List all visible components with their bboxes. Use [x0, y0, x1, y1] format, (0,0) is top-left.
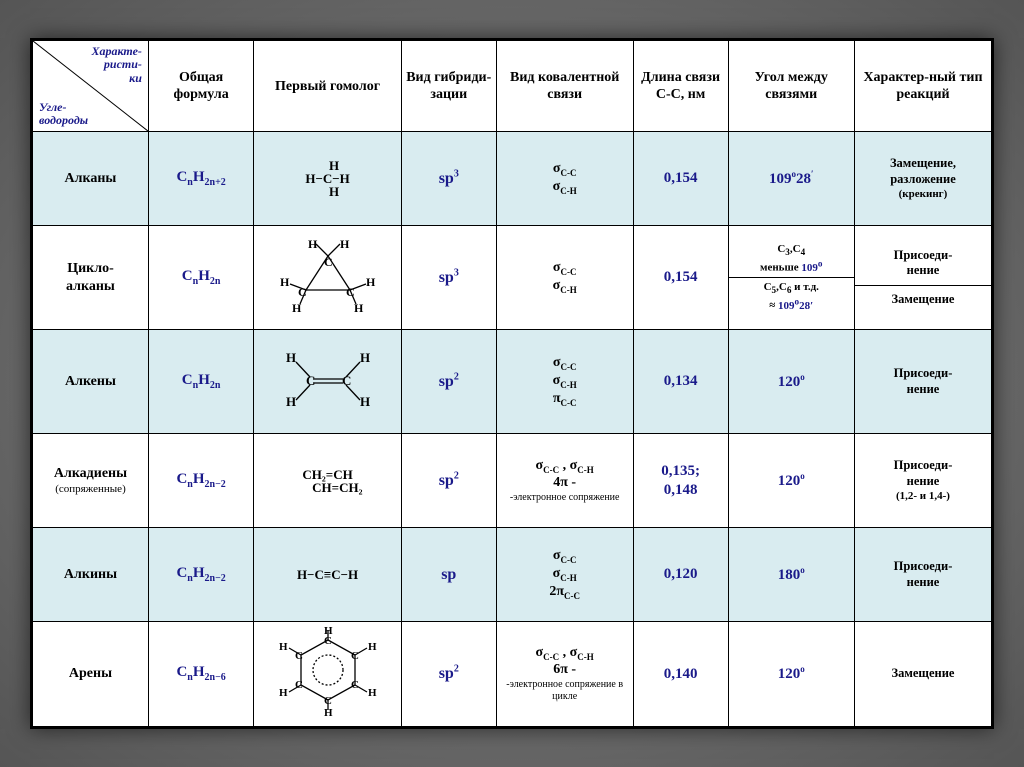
- svg-text:C: C: [295, 679, 303, 691]
- reaction-cell: Присоеди-нение: [854, 528, 991, 622]
- svg-text:H: H: [280, 275, 290, 289]
- hybridization-cell: sp3: [401, 132, 496, 226]
- bond-cell: σC-C , σC-H4π --электронное сопряжение: [496, 434, 633, 528]
- svg-text:C: C: [295, 650, 303, 662]
- svg-text:C: C: [306, 373, 315, 388]
- hybridization-cell: sp2: [401, 330, 496, 434]
- formula-cell: CnH2n+2: [148, 132, 253, 226]
- length-cell: 0,135;0,148: [633, 434, 728, 528]
- header-col-reaction: Характер-ный тип реакций: [854, 41, 991, 132]
- svg-text:H: H: [286, 350, 296, 365]
- svg-text:H: H: [368, 641, 377, 653]
- table-row: Алканы CnH2n+2 H H−C−H H sp3 σC-CσC-H 0,…: [33, 132, 992, 226]
- row-name-cell: Алкены: [33, 330, 149, 434]
- svg-text:H: H: [366, 275, 376, 289]
- svg-text:H: H: [368, 687, 377, 699]
- hybridization-cell: sp2: [401, 434, 496, 528]
- homolog-cell: CH₂=CH CH=CH₂: [254, 434, 402, 528]
- reaction-cell: Присоеди-нение: [854, 330, 991, 434]
- angle-cell: 180о: [728, 528, 854, 622]
- svg-text:C: C: [298, 285, 307, 299]
- hybridization-cell: sp3: [401, 226, 496, 330]
- reaction-cell: Замещение: [854, 622, 991, 727]
- cyclopropane-icon: CCC HH HH HH: [268, 238, 388, 313]
- bond-cell: σC-CσC-HπC-C: [496, 330, 633, 434]
- hydrocarbon-table-container: Характе-ристи-ки Угле-водороды Общая фор…: [30, 38, 994, 729]
- header-row: Характе-ристи-ки Угле-водороды Общая фор…: [33, 41, 992, 132]
- length-cell: 0,154: [633, 132, 728, 226]
- svg-text:C: C: [324, 695, 332, 707]
- svg-text:C: C: [342, 373, 351, 388]
- benzene-icon: CCC CCC HHH HHH: [263, 626, 393, 716]
- svg-text:H: H: [279, 641, 288, 653]
- angle-cell: C3,C4меньше 109о C5,C6 и т.д.≈ 109о28′: [728, 226, 854, 330]
- svg-text:H: H: [340, 238, 350, 251]
- reaction-cell: Замещение,разложение(крекинг): [854, 132, 991, 226]
- header-col-bond: Вид ковалентной связи: [496, 41, 633, 132]
- svg-text:H: H: [360, 350, 370, 365]
- formula-cell: CnH2n: [148, 330, 253, 434]
- bond-cell: σC-CσC-H2πC-C: [496, 528, 633, 622]
- svg-text:H: H: [292, 301, 302, 313]
- svg-text:C: C: [351, 679, 359, 691]
- length-cell: 0,140: [633, 622, 728, 727]
- table-row: Алкины CnH2n−2 H−C≡C−H sp σC-CσC-H2πC-C …: [33, 528, 992, 622]
- svg-text:H: H: [279, 687, 288, 699]
- svg-text:H: H: [324, 707, 333, 716]
- homolog-cell: H H−C−H H: [254, 132, 402, 226]
- header-diag-bot: Угле-водороды: [39, 101, 88, 127]
- header-col-length: Длина связи С-С, нм: [633, 41, 728, 132]
- bond-cell: σC-CσC-H: [496, 226, 633, 330]
- formula-cell: CnH2n: [148, 226, 253, 330]
- hybridization-cell: sp2: [401, 622, 496, 727]
- svg-text:C: C: [346, 285, 355, 299]
- row-name-cell: Арены: [33, 622, 149, 727]
- header-col-hybridization: Вид гибриди-зации: [401, 41, 496, 132]
- homolog-cell: H−C≡C−H: [254, 528, 402, 622]
- svg-text:C: C: [351, 650, 359, 662]
- formula-cell: CnH2n−2: [148, 434, 253, 528]
- svg-text:H: H: [286, 394, 296, 409]
- table-row: Цикло-алканы CnH2n CCC HH HH HH sp3 σC-C…: [33, 226, 992, 330]
- header-diag-top: Характе-ристи-ки: [91, 45, 141, 85]
- svg-text:H: H: [354, 301, 364, 313]
- length-cell: 0,134: [633, 330, 728, 434]
- table-row: Арены CnH2n−6 CCC CCC HHH HHH sp2 σC-C ,…: [33, 622, 992, 727]
- homolog-cell: C C H H H H: [254, 330, 402, 434]
- row-name-cell: Цикло-алканы: [33, 226, 149, 330]
- header-col-angle: Угол между связями: [728, 41, 854, 132]
- row-name-cell: Алканы: [33, 132, 149, 226]
- header-col-formula: Общая формула: [148, 41, 253, 132]
- bond-cell: σC-CσC-H: [496, 132, 633, 226]
- hybridization-cell: sp: [401, 528, 496, 622]
- header-col-homolog: Первый гомолог: [254, 41, 402, 132]
- svg-text:H: H: [308, 238, 318, 251]
- angle-cell: 109о28′: [728, 132, 854, 226]
- length-cell: 0,120: [633, 528, 728, 622]
- reaction-cell: Присоеди-нение(1,2- и 1,4-): [854, 434, 991, 528]
- row-name-cell: Алкины: [33, 528, 149, 622]
- ethene-icon: C C H H H H: [268, 344, 388, 414]
- angle-cell: 120о: [728, 330, 854, 434]
- table-row: Алкены CnH2n C C H H H H sp2 σC-CσC-HπC-C 0…: [33, 330, 992, 434]
- homolog-cell: CCC CCC HHH HHH: [254, 622, 402, 727]
- reaction-cell: Присоеди-нение Замещение: [854, 226, 991, 330]
- angle-cell: 120о: [728, 434, 854, 528]
- row-name-cell: Алкадиены(сопряженные): [33, 434, 149, 528]
- formula-cell: CnH2n−6: [148, 622, 253, 727]
- svg-text:H: H: [324, 626, 333, 637]
- angle-cell: 120о: [728, 622, 854, 727]
- svg-text:H: H: [360, 394, 370, 409]
- svg-text:C: C: [324, 255, 333, 269]
- header-diagonal-cell: Характе-ристи-ки Угле-водороды: [33, 41, 149, 132]
- hydrocarbon-table: Характе-ристи-ки Угле-водороды Общая фор…: [32, 40, 992, 727]
- bond-cell: σC-C , σC-H6π --электронное сопряжение в…: [496, 622, 633, 727]
- length-cell: 0,154: [633, 226, 728, 330]
- homolog-cell: CCC HH HH HH: [254, 226, 402, 330]
- table-row: Алкадиены(сопряженные) CnH2n−2 CH₂=CH CH…: [33, 434, 992, 528]
- formula-cell: CnH2n−2: [148, 528, 253, 622]
